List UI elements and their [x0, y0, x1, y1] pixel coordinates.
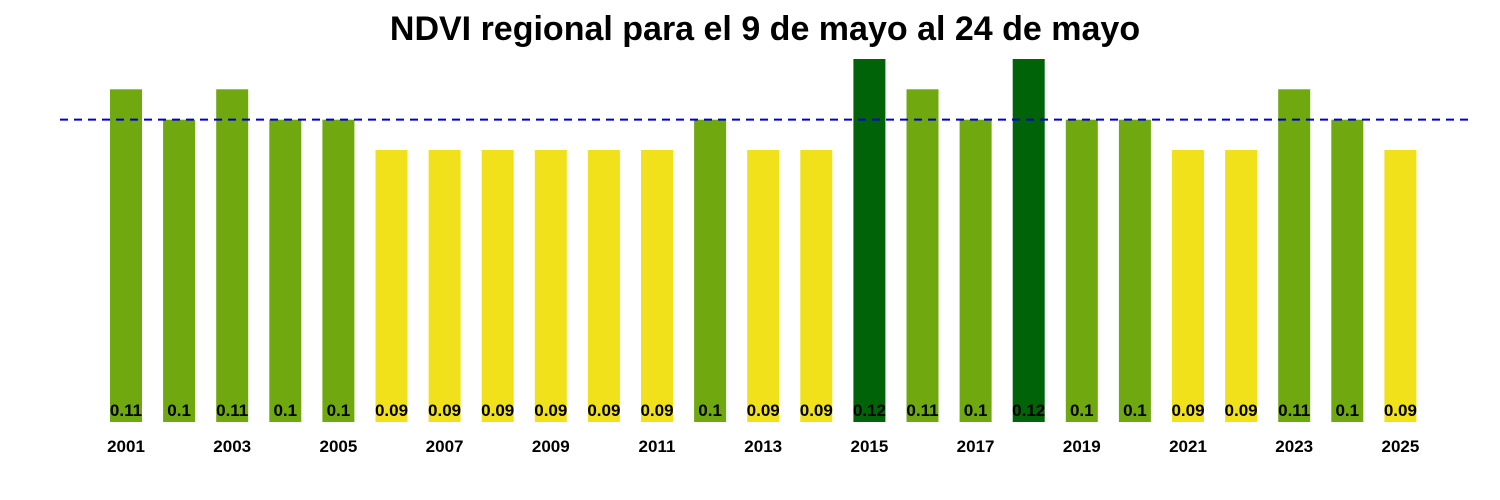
bar-2011 — [641, 150, 673, 422]
x-tick-label: 2017 — [957, 437, 995, 456]
bar-value-label: 0.11 — [110, 401, 142, 420]
bar-value-label: 0.09 — [375, 401, 408, 420]
bar-value-label: 0.11 — [906, 401, 938, 420]
bar-value-label: 0.1 — [1123, 401, 1147, 420]
x-tick-label: 2003 — [213, 437, 251, 456]
bar-2016 — [906, 89, 939, 423]
bar-2012 — [694, 119, 727, 422]
bar-2002 — [163, 119, 196, 422]
bar-2020 — [1118, 119, 1151, 422]
x-tick-label: 2021 — [1169, 437, 1207, 456]
bar-2005 — [322, 119, 355, 422]
x-tick-label: 2005 — [319, 437, 357, 456]
bar-value-label: 0.09 — [587, 401, 620, 420]
bar-2008 — [481, 150, 514, 422]
x-tick-label: 2019 — [1063, 437, 1101, 456]
bar-value-label: 0.09 — [1171, 401, 1204, 420]
x-tick-label: 2007 — [426, 437, 464, 456]
bar-value-label: 0.09 — [481, 401, 514, 420]
x-tick-label: 2015 — [850, 437, 888, 456]
bar-value-label: 0.09 — [1225, 401, 1258, 420]
bar-value-label: 0.1 — [1335, 401, 1359, 420]
bar-value-label: 0.1 — [273, 401, 297, 420]
bar-2014 — [800, 150, 833, 422]
bar-2015 — [853, 59, 886, 422]
bar-2007 — [428, 150, 461, 422]
bar-2013 — [747, 150, 780, 422]
bar-2010 — [587, 150, 620, 422]
bar-value-label: 0.1 — [1070, 401, 1094, 420]
bar-2025 — [1384, 150, 1417, 422]
bar-value-label: 0.09 — [747, 401, 780, 420]
chart-title: NDVI regional para el 9 de mayo al 24 de… — [389, 10, 1141, 48]
bar-value-label: 0.11 — [1278, 401, 1310, 420]
bar-2017 — [959, 119, 992, 422]
bar-value-label: 0.09 — [428, 401, 461, 420]
bar-2018 — [1012, 59, 1045, 422]
bar-value-label: 0.11 — [216, 401, 248, 420]
bar-2019 — [1065, 119, 1098, 422]
bar-value-label: 0.1 — [327, 401, 351, 420]
bar-2021 — [1172, 150, 1204, 422]
bar-2001 — [110, 89, 142, 423]
bar-value-label: 0.1 — [964, 401, 988, 420]
bar-value-label: 0.09 — [640, 401, 673, 420]
bar-2024 — [1331, 119, 1364, 422]
x-tick-label: 2009 — [532, 437, 570, 456]
bar-value-label: 0.09 — [1384, 401, 1417, 420]
x-tick-label: 2025 — [1381, 437, 1419, 456]
x-tick-label: 2023 — [1275, 437, 1313, 456]
bar-value-label: 0.12 — [1012, 401, 1045, 420]
bar-2003 — [216, 89, 249, 423]
bar-2009 — [534, 150, 567, 422]
x-tick-label: 2011 — [639, 437, 676, 456]
x-tick-label: 2013 — [744, 437, 782, 456]
bar-value-label: 0.09 — [800, 401, 833, 420]
bar-2006 — [375, 150, 408, 422]
bar-value-label: 0.12 — [853, 401, 886, 420]
bar-2022 — [1225, 150, 1258, 422]
bar-value-label: 0.09 — [534, 401, 567, 420]
bar-2004 — [269, 119, 302, 422]
bar-value-label: 0.1 — [698, 401, 722, 420]
x-tick-label: 2001 — [107, 437, 145, 456]
bar-value-label: 0.1 — [167, 401, 191, 420]
bar-2023 — [1278, 89, 1311, 423]
